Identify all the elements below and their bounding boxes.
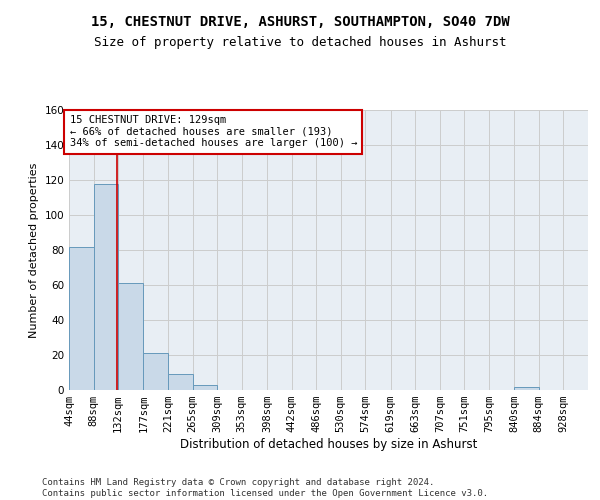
- Text: Contains HM Land Registry data © Crown copyright and database right 2024.
Contai: Contains HM Land Registry data © Crown c…: [42, 478, 488, 498]
- Bar: [118, 283, 143, 390]
- Text: Size of property relative to detached houses in Ashurst: Size of property relative to detached ho…: [94, 36, 506, 49]
- Text: 15, CHESTNUT DRIVE, ASHURST, SOUTHAMPTON, SO40 7DW: 15, CHESTNUT DRIVE, ASHURST, SOUTHAMPTON…: [91, 16, 509, 30]
- Bar: [143, 353, 168, 390]
- Bar: [94, 184, 118, 390]
- X-axis label: Distribution of detached houses by size in Ashurst: Distribution of detached houses by size …: [180, 438, 477, 451]
- Bar: [193, 385, 217, 390]
- Y-axis label: Number of detached properties: Number of detached properties: [29, 162, 39, 338]
- Bar: [168, 374, 193, 390]
- Bar: [69, 246, 94, 390]
- Bar: [514, 386, 539, 390]
- Text: 15 CHESTNUT DRIVE: 129sqm
← 66% of detached houses are smaller (193)
34% of semi: 15 CHESTNUT DRIVE: 129sqm ← 66% of detac…: [70, 116, 357, 148]
